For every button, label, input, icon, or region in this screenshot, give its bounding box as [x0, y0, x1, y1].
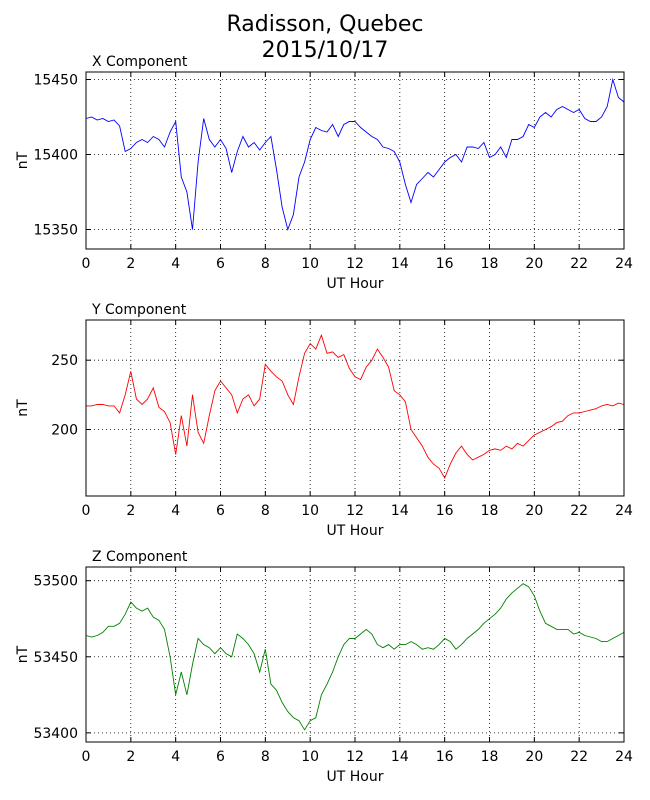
y-component-frame — [85, 319, 625, 497]
y-component-title: Y Component — [91, 302, 187, 318]
y-component-xtick-label: 14 — [391, 503, 409, 519]
x-component-ytick-label: 15450 — [33, 73, 78, 89]
z-component-xlabel: UT Hour — [327, 769, 384, 785]
x-component-xtick-label: 10 — [301, 256, 319, 272]
z-component-xtick-label: 22 — [570, 749, 588, 765]
y-component-xtick-label: 10 — [301, 503, 319, 519]
x-component-xtick-label: 4 — [171, 256, 180, 272]
z-component-xtick-label: 14 — [391, 749, 409, 765]
x-component-xtick-label: 8 — [261, 256, 270, 272]
x-component-xtick-label: 0 — [82, 256, 91, 272]
y-component-xtick-label: 0 — [82, 503, 91, 519]
x-component-frame — [85, 71, 625, 250]
x-component-xtick-label: 14 — [391, 256, 409, 272]
z-component-xtick-label: 0 — [82, 749, 91, 765]
x-component-xtick-label: 20 — [525, 256, 543, 272]
x-component-xtick-label: 24 — [615, 256, 633, 272]
y-component-ytick-label: 250 — [51, 353, 78, 369]
y-component-xtick-label: 8 — [261, 503, 270, 519]
z-component-frame — [85, 566, 625, 743]
z-component-xtick-label: 2 — [126, 749, 135, 765]
y-component-xtick-label: 2 — [126, 503, 135, 519]
y-component-xtick-label: 6 — [216, 503, 225, 519]
y-component-xtick-label: 24 — [615, 503, 633, 519]
figure-title: Radisson, Quebec — [226, 12, 424, 37]
z-component-title: Z Component — [92, 549, 188, 565]
x-component-xtick-label: 16 — [436, 256, 454, 272]
y-component-xtick-label: 4 — [171, 503, 180, 519]
x-component-ylabel: nT — [15, 151, 31, 169]
x-component-xlabel: UT Hour — [327, 276, 384, 292]
z-component-xtick-label: 4 — [171, 749, 180, 765]
z-component-xtick-label: 12 — [346, 749, 364, 765]
y-component-ytick-label: 200 — [51, 422, 78, 438]
z-component-ytick-label: 53450 — [33, 650, 78, 666]
y-component-xtick-label: 18 — [481, 503, 499, 519]
x-component-xtick-label: 18 — [481, 256, 499, 272]
z-component-ylabel: nT — [15, 645, 31, 663]
z-component-series-line — [85, 583, 625, 731]
x-component-title: X Component — [92, 54, 188, 70]
x-component-xtick-label: 6 — [216, 256, 225, 272]
z-component-xtick-label: 6 — [216, 749, 225, 765]
x-component-series-line — [85, 77, 625, 232]
z-component-ytick-label: 53500 — [33, 574, 78, 590]
figure-date: 2015/10/17 — [261, 38, 389, 63]
y-component-xtick-label: 16 — [436, 503, 454, 519]
y-component-ylabel: nT — [15, 399, 31, 417]
x-component-xtick-label: 12 — [346, 256, 364, 272]
z-component-xtick-label: 18 — [481, 749, 499, 765]
x-component-xtick-label: 2 — [126, 256, 135, 272]
y-component-xtick-label: 12 — [346, 503, 364, 519]
z-component-xtick-label: 24 — [615, 749, 633, 765]
x-component-ytick-label: 15400 — [33, 148, 78, 164]
y-component-xlabel: UT Hour — [327, 523, 384, 539]
z-component-xtick-label: 20 — [525, 749, 543, 765]
z-component-xtick-label: 10 — [301, 749, 319, 765]
x-component-xtick-label: 22 — [570, 256, 588, 272]
z-component-xtick-label: 16 — [436, 749, 454, 765]
y-component-xtick-label: 22 — [570, 503, 588, 519]
z-component-xtick-label: 8 — [261, 749, 270, 765]
z-component-ytick-label: 53400 — [33, 726, 78, 742]
x-component-ytick-label: 15350 — [33, 223, 78, 239]
y-component-xtick-label: 20 — [525, 503, 543, 519]
y-component-series-line — [86, 333, 625, 480]
